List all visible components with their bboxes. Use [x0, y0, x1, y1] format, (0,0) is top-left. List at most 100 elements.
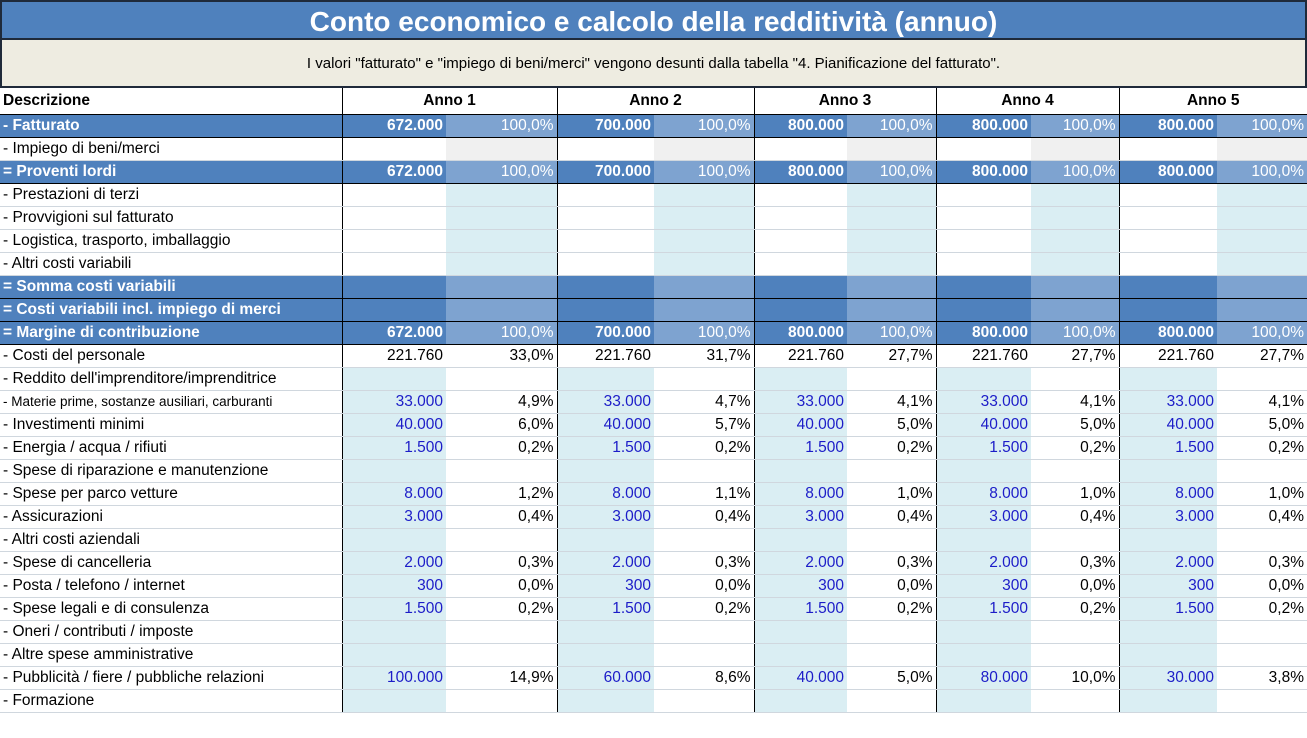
percent-cell[interactable]: [1031, 528, 1119, 552]
percent-cell[interactable]: 4,7%: [654, 390, 754, 414]
percent-cell[interactable]: [446, 274, 557, 299]
value-cell[interactable]: [1118, 689, 1217, 713]
row-label[interactable]: - Formazione: [0, 689, 343, 713]
percent-cell[interactable]: [847, 206, 936, 230]
percent-cell[interactable]: 0,4%: [1217, 505, 1307, 529]
row-label[interactable]: - Provvigioni sul fatturato: [0, 206, 343, 230]
row-label[interactable]: - Altri costi aziendali: [0, 528, 343, 552]
value-cell[interactable]: [935, 459, 1031, 483]
percent-cell[interactable]: 5,0%: [847, 666, 936, 690]
percent-cell[interactable]: 100,0%: [1031, 113, 1119, 138]
percent-cell[interactable]: 4,1%: [1031, 390, 1119, 414]
value-cell[interactable]: [935, 620, 1031, 644]
percent-cell[interactable]: [1031, 367, 1119, 391]
percent-cell[interactable]: 5,0%: [1031, 413, 1119, 437]
value-cell[interactable]: [753, 528, 847, 552]
value-cell[interactable]: [556, 183, 654, 207]
percent-cell[interactable]: [847, 229, 936, 253]
value-cell[interactable]: 8.000: [935, 482, 1031, 506]
percent-cell[interactable]: 0,3%: [847, 551, 936, 575]
value-cell[interactable]: 1.500: [1118, 597, 1217, 621]
value-cell[interactable]: [935, 274, 1031, 299]
value-cell[interactable]: [341, 183, 446, 207]
value-cell[interactable]: 33.000: [556, 390, 654, 414]
percent-cell[interactable]: [847, 137, 936, 161]
header-description[interactable]: Descrizione: [0, 88, 342, 115]
value-cell[interactable]: 1.500: [341, 597, 446, 621]
row-label[interactable]: - Impiego di beni/merci: [0, 137, 343, 161]
value-cell[interactable]: 800.000: [935, 320, 1031, 345]
percent-cell[interactable]: 0,2%: [654, 436, 754, 460]
value-cell[interactable]: [556, 252, 654, 276]
percent-cell[interactable]: [1217, 229, 1307, 253]
percent-cell[interactable]: [847, 528, 936, 552]
percent-cell[interactable]: [1217, 137, 1307, 161]
percent-cell[interactable]: 0,2%: [1217, 597, 1307, 621]
percent-cell[interactable]: [446, 367, 557, 391]
percent-cell[interactable]: [654, 689, 754, 713]
value-cell[interactable]: 1.500: [753, 597, 847, 621]
value-cell[interactable]: 1.500: [935, 436, 1031, 460]
value-cell[interactable]: 80.000: [935, 666, 1031, 690]
value-cell[interactable]: 33.000: [341, 390, 446, 414]
header-year-2[interactable]: Anno 2: [556, 88, 754, 115]
value-cell[interactable]: 300: [1118, 574, 1217, 598]
percent-cell[interactable]: 100,0%: [654, 159, 754, 184]
percent-cell[interactable]: 100,0%: [1217, 159, 1307, 184]
value-cell[interactable]: 8.000: [753, 482, 847, 506]
value-cell[interactable]: [1118, 274, 1217, 299]
percent-cell[interactable]: [1031, 252, 1119, 276]
value-cell[interactable]: [341, 459, 446, 483]
value-cell[interactable]: [1118, 528, 1217, 552]
percent-cell[interactable]: [1031, 643, 1119, 667]
percent-cell[interactable]: [654, 367, 754, 391]
value-cell[interactable]: 221.760: [341, 344, 446, 368]
row-label[interactable]: - Spese di cancelleria: [0, 551, 343, 575]
value-cell[interactable]: [341, 252, 446, 276]
percent-cell[interactable]: [446, 643, 557, 667]
value-cell[interactable]: 2.000: [935, 551, 1031, 575]
value-cell[interactable]: 60.000: [556, 666, 654, 690]
percent-cell[interactable]: 5,7%: [654, 413, 754, 437]
value-cell[interactable]: 2.000: [341, 551, 446, 575]
percent-cell[interactable]: 27,7%: [1031, 344, 1119, 368]
percent-cell[interactable]: [654, 206, 754, 230]
value-cell[interactable]: 2.000: [556, 551, 654, 575]
percent-cell[interactable]: 3,8%: [1217, 666, 1307, 690]
value-cell[interactable]: 8.000: [341, 482, 446, 506]
percent-cell[interactable]: 0,4%: [446, 505, 557, 529]
row-label[interactable]: - Altre spese amministrative: [0, 643, 343, 667]
percent-cell[interactable]: [847, 252, 936, 276]
percent-cell[interactable]: 10,0%: [1031, 666, 1119, 690]
percent-cell[interactable]: 0,4%: [1031, 505, 1119, 529]
row-label[interactable]: - Investimenti minimi: [0, 413, 343, 437]
percent-cell[interactable]: 1,0%: [1217, 482, 1307, 506]
value-cell[interactable]: 300: [556, 574, 654, 598]
value-cell[interactable]: 700.000: [556, 159, 654, 184]
value-cell[interactable]: 221.760: [935, 344, 1031, 368]
row-label[interactable]: = Margine di contribuzione: [0, 320, 343, 345]
percent-cell[interactable]: 0,0%: [847, 574, 936, 598]
value-cell[interactable]: [1118, 643, 1217, 667]
value-cell[interactable]: [341, 206, 446, 230]
percent-cell[interactable]: 5,0%: [847, 413, 936, 437]
value-cell[interactable]: 33.000: [935, 390, 1031, 414]
value-cell[interactable]: 800.000: [1118, 320, 1217, 345]
percent-cell[interactable]: [847, 620, 936, 644]
percent-cell[interactable]: 100,0%: [446, 159, 557, 184]
percent-cell[interactable]: 0,2%: [446, 436, 557, 460]
percent-cell[interactable]: 1,2%: [446, 482, 557, 506]
value-cell[interactable]: 672.000: [341, 113, 446, 138]
percent-cell[interactable]: [446, 183, 557, 207]
percent-cell[interactable]: [446, 689, 557, 713]
percent-cell[interactable]: [847, 367, 936, 391]
value-cell[interactable]: [935, 528, 1031, 552]
value-cell[interactable]: [556, 459, 654, 483]
row-label[interactable]: - Materie prime, sostanze ausiliari, car…: [0, 390, 343, 414]
value-cell[interactable]: 8.000: [556, 482, 654, 506]
percent-cell[interactable]: [847, 183, 936, 207]
value-cell[interactable]: [556, 528, 654, 552]
row-label[interactable]: = Somma costi variabili: [0, 274, 343, 299]
header-year-5[interactable]: Anno 5: [1118, 88, 1307, 115]
percent-cell[interactable]: 4,1%: [1217, 390, 1307, 414]
